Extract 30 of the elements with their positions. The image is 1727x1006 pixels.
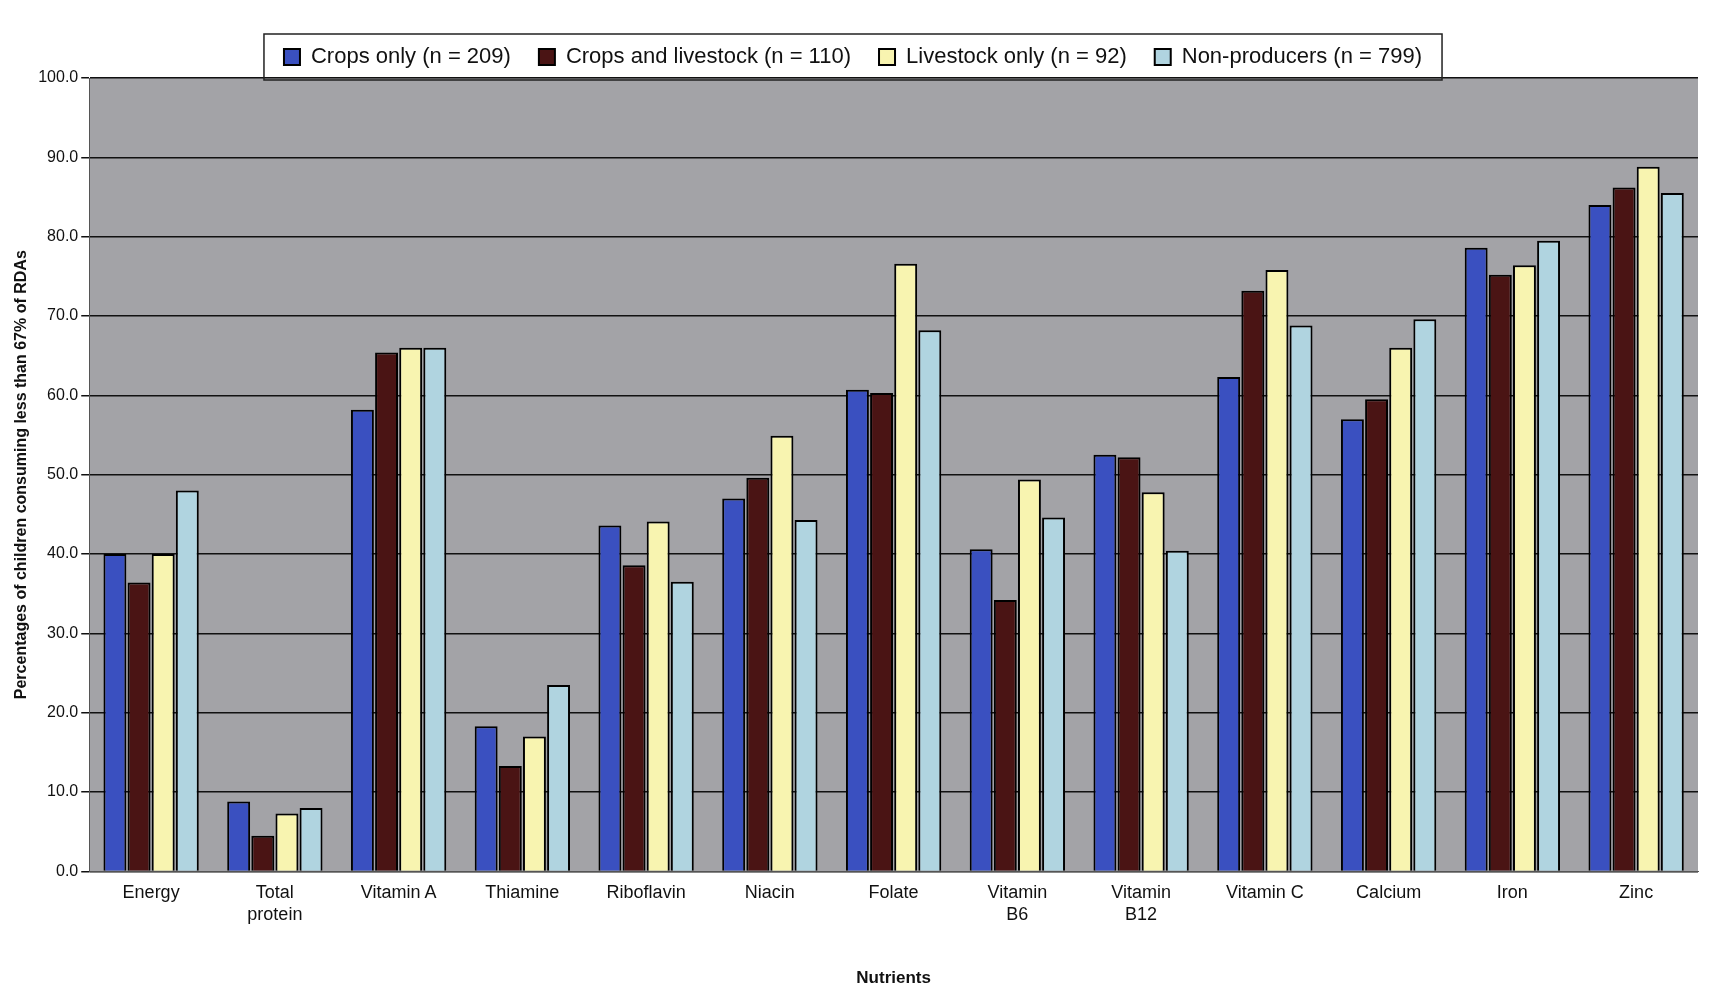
y-tick-label: 90.0 xyxy=(47,147,79,165)
x-tick-label: Iron xyxy=(1496,882,1528,903)
y-tick-label: 50.0 xyxy=(47,465,79,483)
x-tick-label: Zinc xyxy=(1619,882,1654,903)
x-tick-label: Calcium xyxy=(1356,882,1422,903)
y-tick-label: 70.0 xyxy=(47,306,79,324)
legend-label: Crops and livestock (n = 110) xyxy=(565,43,852,69)
x-axis-title: Nutrients xyxy=(856,968,931,988)
x-tick-label: Folate xyxy=(868,882,919,903)
legend-label: Crops only (n = 209) xyxy=(310,43,511,69)
legend-label: Non-producers (n = 799) xyxy=(1181,43,1423,69)
x-tick-label: Vitamin B6 xyxy=(987,882,1048,924)
x-tick-label: Vitamin A xyxy=(360,882,437,903)
x-tick-label: Thiamine xyxy=(485,882,560,903)
x-tick-label: Niacin xyxy=(744,882,795,903)
y-tick-label: 40.0 xyxy=(47,544,79,562)
y-axis-title: Percentages of children consuming less than 67% of RDAs xyxy=(12,250,30,700)
x-tick-label: Energy xyxy=(122,882,180,903)
y-tick-label: 60.0 xyxy=(47,385,79,403)
x-tick-label: Vitamin C xyxy=(1226,882,1304,903)
y-tick-label: 80.0 xyxy=(47,227,79,245)
x-tick-label: Total protein xyxy=(247,882,303,924)
legend-label: Livestock only (n = 92) xyxy=(906,43,1127,69)
y-tick-label: 100.0 xyxy=(38,68,79,86)
y-tick-label: 20.0 xyxy=(47,703,79,721)
y-tick-label: 0.0 xyxy=(55,861,79,879)
x-tick-label: Riboflavin xyxy=(606,882,686,903)
y-tick-label: 30.0 xyxy=(47,623,79,641)
x-tick-label: Vitamin B12 xyxy=(1111,882,1171,924)
y-tick-label: 10.0 xyxy=(47,782,79,800)
